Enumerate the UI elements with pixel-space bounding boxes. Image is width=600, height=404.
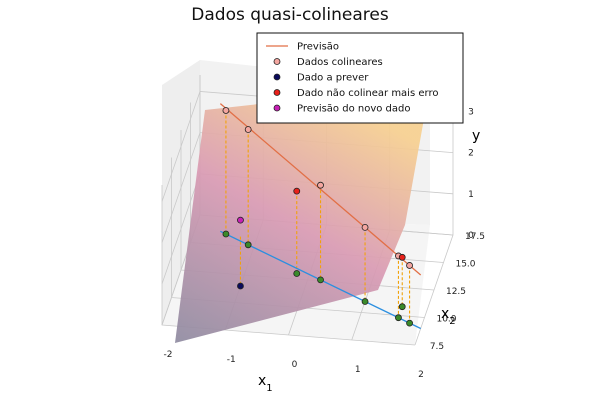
legend-label: Previsão: [297, 42, 339, 53]
x2-axis-label: x2: [441, 306, 456, 327]
data-points: [222, 107, 413, 327]
x1-tick-label: -1: [227, 355, 236, 365]
prediction-point: [237, 216, 244, 224]
y-tick-label: 1: [468, 190, 474, 200]
collinear-point-base: [395, 314, 402, 322]
legend-marker-swatch: [273, 58, 281, 65]
x1-tick-label: -2: [164, 350, 173, 360]
x1-ticks: -2 -1 0 1 2: [164, 350, 424, 380]
x1-tick-label: 2: [418, 370, 424, 380]
projection-dashes: [225, 110, 411, 324]
x1-tick-label: 0: [292, 360, 298, 370]
legend-marker-swatch: [273, 89, 281, 96]
y-ticks: 0 1 2 3: [468, 107, 474, 241]
y-tick-label: 2: [468, 149, 474, 159]
noncollinear-point-base: [398, 303, 406, 311]
x2-tick-label: 17.5: [465, 232, 485, 242]
predict-point: [237, 282, 244, 290]
x2-tick-label: 15.0: [455, 260, 475, 270]
collinear-point-base: [317, 276, 324, 284]
legend-marker-swatch: [273, 104, 281, 112]
x2-tick-label: 10.0: [436, 315, 456, 325]
x2-tick-label: 7.5: [430, 342, 444, 352]
collinear-point: [244, 126, 252, 133]
y-tick-label: 3: [468, 107, 474, 117]
collinear-point: [317, 181, 324, 189]
legend-label: Dados colineares: [297, 57, 383, 68]
noncollinear-point: [293, 187, 301, 195]
noncollinear-point-base: [293, 270, 301, 277]
noncollinear-point: [398, 253, 406, 261]
x2-tick-label: 12.5: [446, 287, 466, 297]
y-tick-label: 0: [468, 231, 474, 241]
x2-ticks: 7.5 10.0 12.5 15.0 17.5: [430, 232, 485, 352]
collinear-point: [222, 107, 230, 114]
regression-surface: [175, 85, 430, 343]
x1-axis-label: x1: [258, 373, 273, 394]
collinear-point-base: [361, 298, 369, 305]
legend: Previsão Dados colineares Dado a prever Dad…: [256, 32, 464, 124]
prediction-line: [219, 103, 422, 276]
collinear-point-base: [406, 319, 413, 327]
x1-tick-label: 1: [355, 365, 361, 375]
collinear-point-base: [244, 241, 252, 249]
collinear-point: [361, 223, 369, 231]
legend-label: Previsão do novo dado: [297, 104, 411, 115]
legend-label: Dado não colinear mais erro: [297, 88, 438, 99]
legend-marker-swatch: [273, 73, 281, 81]
chart-title: Dados quasi-colineares: [191, 5, 389, 25]
legend-label: Dado a prever: [297, 73, 369, 84]
collinear-point: [406, 262, 413, 269]
legend-box: [256, 32, 464, 124]
y-axis-label: y: [472, 128, 480, 144]
collinear-point-base: [222, 230, 230, 238]
